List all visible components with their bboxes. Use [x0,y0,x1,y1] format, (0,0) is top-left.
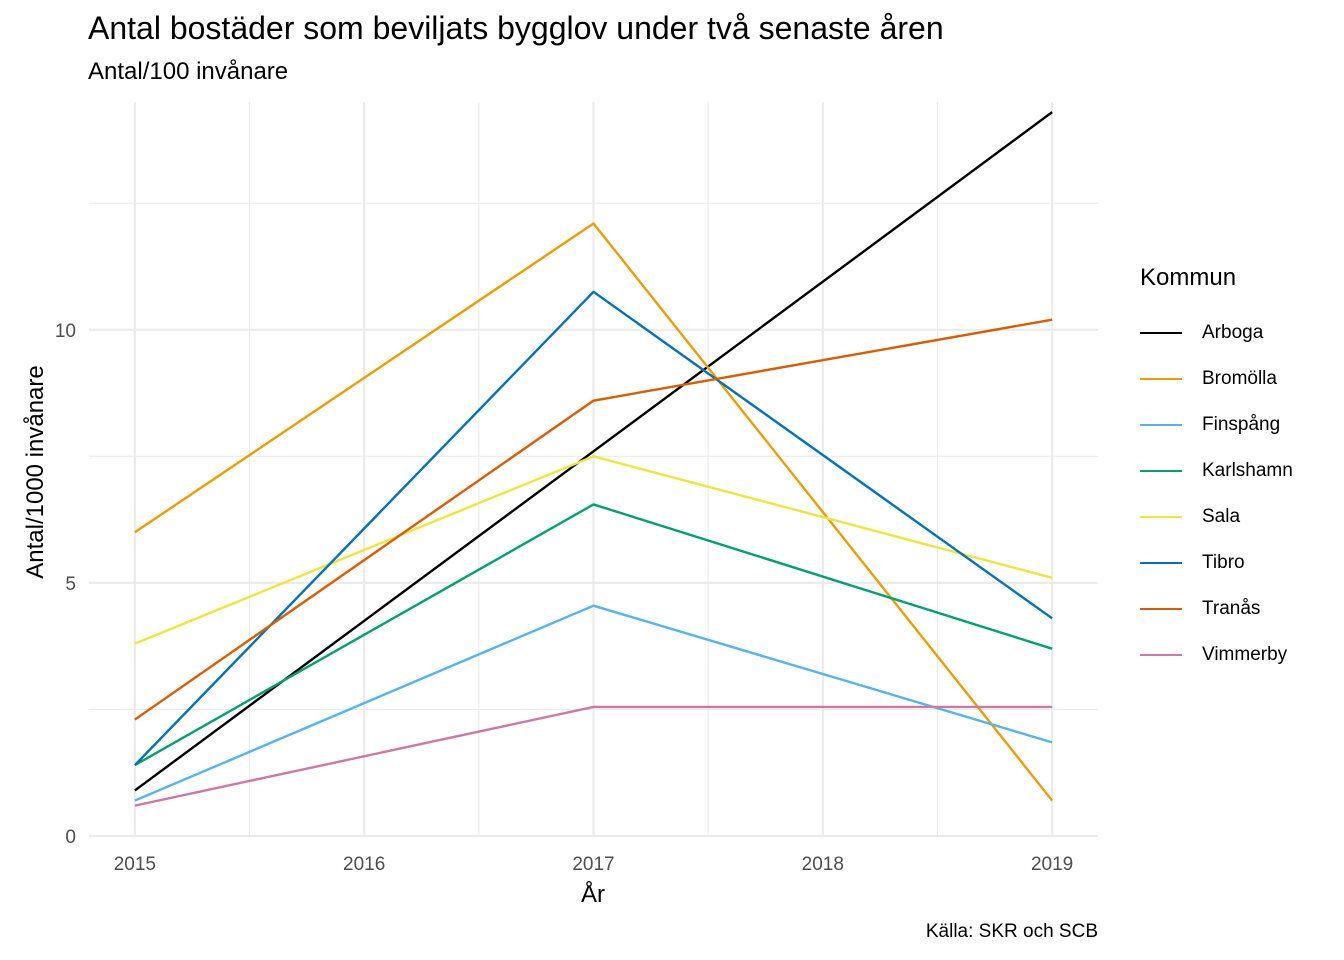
series-line-sala [134,455,1053,645]
y-tick-label: 10 [55,321,76,342]
y-tick-label: 5 [65,574,76,595]
x-tick-label: 2019 [1031,854,1073,875]
legend-label: Vimmerby [1202,644,1288,665]
legend-label: Finspång [1202,414,1281,435]
legend-key [1140,607,1182,611]
x-tick-label: 2017 [572,854,614,875]
x-axis-title: År [581,880,605,908]
y-tick-label: 0 [65,827,76,848]
legend-key [1140,377,1182,381]
chart-caption: Källa: SKR och SCB [925,921,1098,942]
x-tick-label: 2018 [802,854,844,875]
legend-items: Arboga Bromölla Finspång Karlshamn Sala Tibro… [1140,310,1293,678]
legend-label: Sala [1202,506,1241,527]
legend-label: Bromölla [1202,368,1277,389]
series-line-tibro [134,290,1053,766]
legend-item: Bromölla [1140,356,1293,402]
chart-subtitle: Antal/100 invånare [88,58,289,85]
legend-item: Tranås [1140,586,1293,632]
x-tick-label: 2016 [343,854,385,875]
legend-label: Tranås [1202,598,1261,619]
legend-item: Arboga [1140,310,1293,356]
legend-key [1140,423,1182,427]
legend-item: Sala [1140,494,1293,540]
legend-key [1140,515,1182,519]
y-axis-title: Antal/1000 invånare [22,365,49,579]
x-tick-label: 2015 [114,854,156,875]
legend-label: Tibro [1202,552,1245,573]
legend-key [1140,331,1182,335]
series-line-bromölla [134,222,1054,802]
legend: Kommun Arboga Bromölla Finspång Karlshamn Sa… [1140,264,1293,678]
legend-title: Kommun [1140,264,1237,291]
legend-item: Vimmerby [1140,632,1293,678]
series-lines [134,111,1054,807]
series-line-vimmerby [134,705,1053,807]
legend-item: Karlshamn [1140,448,1293,494]
chart-title: Antal bostäder som beviljats bygglov und… [88,10,944,46]
legend-label: Karlshamn [1202,460,1293,481]
legend-key [1140,653,1182,657]
legend-item: Finspång [1140,402,1293,448]
legend-item: Tibro [1140,540,1293,586]
y-axis-ticks: 0 5 10 [55,321,76,848]
legend-label: Arboga [1202,322,1264,343]
series-line-tranås [134,318,1053,721]
gridlines [89,102,1098,838]
x-axis-ticks: 2015 2016 2017 2018 2019 [114,854,1074,875]
legend-key [1140,469,1182,473]
legend-key [1140,561,1182,565]
series-line-karlshamn [134,503,1053,767]
series-line-finspång [134,604,1053,802]
